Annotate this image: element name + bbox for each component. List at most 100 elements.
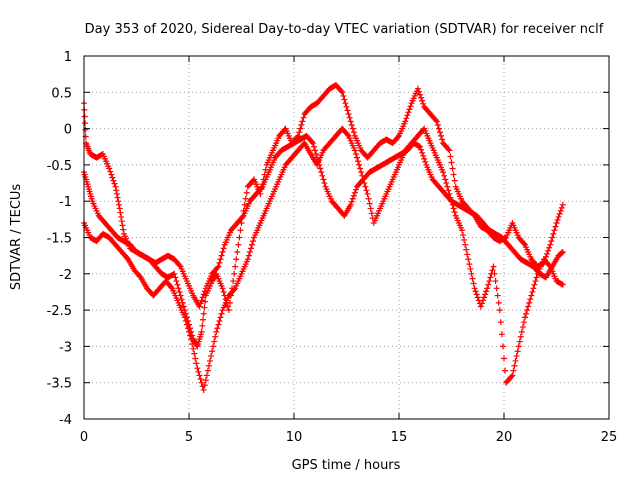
data-point	[544, 250, 551, 257]
data-point	[82, 120, 89, 127]
data-point	[172, 274, 179, 281]
data-point	[559, 249, 566, 256]
y-tick-label: -2	[59, 268, 72, 283]
data-point	[550, 230, 557, 237]
data-point	[117, 209, 124, 216]
data-point	[343, 103, 350, 110]
data-point	[168, 284, 175, 291]
data-point	[362, 183, 369, 190]
data-point	[235, 241, 242, 248]
data-point	[559, 201, 566, 208]
data-point	[533, 274, 540, 281]
data-point	[186, 328, 192, 335]
data-point	[209, 348, 216, 355]
data-point	[345, 111, 352, 118]
data-point	[466, 261, 473, 268]
data-point	[472, 288, 479, 295]
x-tick-label: 0	[80, 430, 88, 445]
data-point	[218, 252, 225, 259]
data-point	[359, 172, 366, 179]
data-point	[347, 201, 354, 208]
data-point	[515, 343, 522, 350]
data-point	[485, 281, 492, 288]
data-point	[502, 367, 509, 374]
data-point	[469, 275, 476, 282]
data-point	[200, 310, 207, 317]
data-point	[519, 324, 526, 331]
data-point	[530, 285, 537, 292]
data-point	[357, 165, 364, 172]
data-point	[111, 180, 118, 187]
data-point	[313, 151, 320, 158]
data-point	[549, 234, 556, 241]
data-point	[108, 171, 115, 178]
data-point	[354, 154, 360, 161]
data-point	[243, 189, 250, 196]
data-point	[467, 265, 474, 272]
data-point	[344, 131, 351, 138]
data-point	[460, 232, 467, 239]
data-point	[546, 244, 553, 251]
data-point	[110, 177, 117, 184]
data-point	[514, 348, 521, 355]
data-point	[532, 278, 539, 285]
data-point	[512, 357, 519, 364]
data-point	[417, 91, 423, 98]
data-point	[124, 255, 131, 262]
data-point	[495, 299, 502, 306]
data-point	[367, 205, 374, 212]
data-point	[300, 114, 307, 121]
data-point	[438, 132, 444, 139]
data-point	[361, 180, 368, 187]
data-point	[421, 155, 428, 162]
data-point	[178, 296, 185, 303]
data-point	[118, 213, 125, 220]
data-point	[175, 285, 182, 292]
data-point	[220, 245, 227, 252]
data-point	[441, 172, 448, 179]
data-point	[417, 143, 423, 150]
data-point	[219, 285, 226, 292]
data-point	[181, 314, 188, 321]
data-point	[351, 189, 358, 196]
data-point	[180, 303, 187, 310]
data-point	[473, 291, 480, 298]
data-point	[197, 376, 204, 383]
data-point	[405, 109, 412, 116]
data-point	[190, 345, 197, 352]
data-point	[189, 340, 196, 347]
data-point	[170, 271, 177, 278]
data-point	[183, 321, 190, 328]
data-points	[81, 82, 566, 393]
data-point	[451, 177, 458, 184]
data-point	[404, 112, 411, 119]
data-point	[338, 88, 345, 95]
data-point	[188, 336, 195, 343]
data-point	[213, 328, 220, 335]
data-point	[211, 338, 218, 345]
data-point	[419, 149, 426, 156]
data-point	[415, 143, 422, 150]
data-point	[215, 263, 222, 270]
data-point	[346, 114, 353, 121]
data-point	[443, 180, 450, 187]
x-tick-label: 25	[601, 430, 618, 445]
data-point	[414, 85, 421, 92]
data-point	[365, 195, 372, 202]
gridlines	[84, 56, 609, 419]
data-point	[436, 129, 443, 136]
data-point	[508, 373, 515, 380]
data-point	[557, 207, 564, 214]
x-tick-label: 20	[496, 430, 513, 445]
data-point	[531, 281, 538, 288]
data-point	[318, 169, 325, 176]
data-point	[351, 147, 358, 154]
y-tick-label: 1	[64, 50, 72, 65]
data-point	[482, 291, 489, 298]
data-point	[233, 256, 240, 263]
data-point	[356, 161, 363, 168]
data-point	[347, 118, 354, 125]
data-point	[403, 115, 410, 122]
data-point	[342, 100, 349, 107]
data-point	[518, 328, 525, 335]
